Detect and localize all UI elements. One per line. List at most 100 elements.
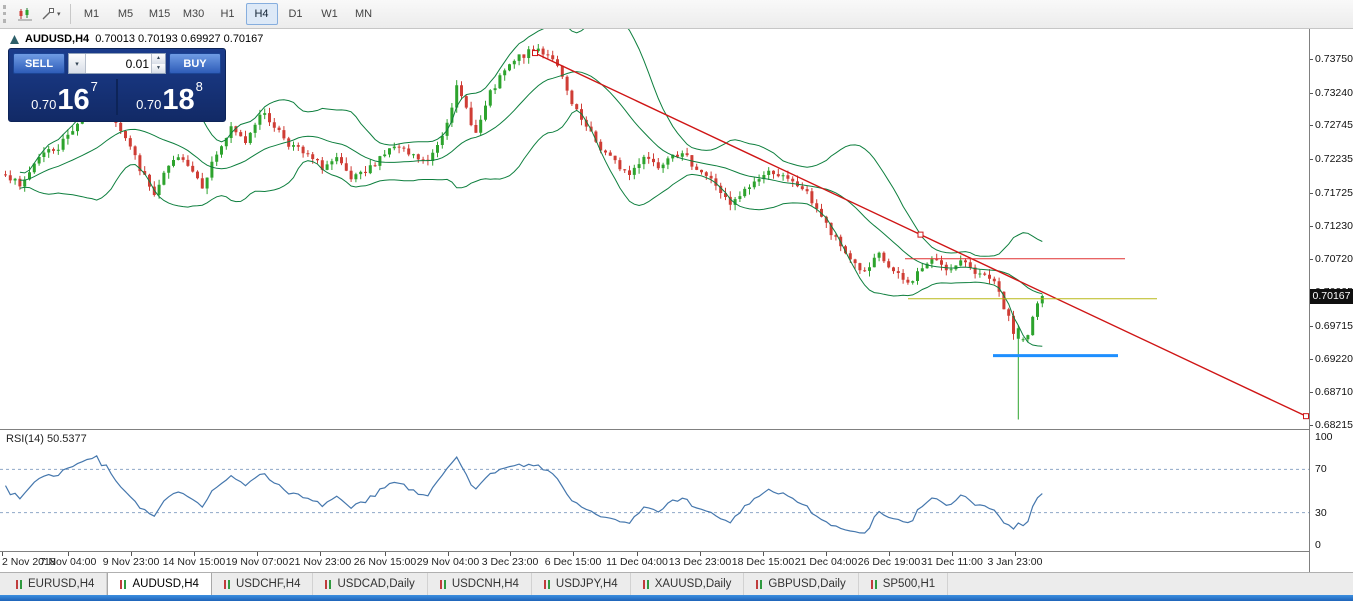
axis-tick — [131, 552, 132, 556]
time-axis-label: 31 Dec 11:00 — [921, 556, 983, 568]
axis-tick — [1310, 59, 1313, 61]
trendline-handle[interactable] — [532, 50, 538, 57]
axis-tick — [194, 552, 195, 556]
current-price-tag: 0.70167 — [1310, 288, 1353, 304]
time-axis[interactable]: 2 Nov 2018 7 Nov 04:00 9 Nov 23:00 14 Nov 1… — [0, 551, 1309, 572]
axis-tick — [889, 552, 890, 556]
time-axis-label: 29 Nov 04:00 — [416, 556, 480, 568]
chart-tab-gbpusd-daily[interactable]: GBPUSD,Daily — [744, 573, 859, 595]
axis-tick — [1310, 92, 1313, 94]
timeframe-button-m15[interactable]: M15 — [148, 8, 171, 20]
timeframe-button-d1[interactable]: D1 — [288, 8, 303, 20]
axis-tick — [1310, 125, 1313, 127]
tab-chart-icon — [870, 579, 878, 589]
chart-tab-eurusd-h4[interactable]: EURUSD,H4 — [4, 573, 108, 595]
chart-tab-usdcnh-h4[interactable]: USDCNH,H4 — [428, 573, 532, 595]
toolbar-grip[interactable] — [3, 5, 9, 23]
chart-tab-usdjpy-h4[interactable]: USDJPY,H4 — [532, 573, 631, 595]
chart-tab-audusd-h4[interactable]: AUDUSD,H4 — [107, 573, 212, 595]
axis-tick — [826, 552, 827, 556]
timeframe-button-m5[interactable]: M5 — [117, 8, 134, 20]
one-click-trading-panel: SELL ▾ ▲ ▼ BUY 0.70 16 7 0.70 18 8 — [8, 48, 226, 122]
rsi-line — [4, 454, 1043, 534]
panel-separator[interactable] — [0, 429, 1353, 430]
time-axis-label: 26 Dec 19:00 — [857, 556, 921, 568]
rsi-panel: RSI(14) 50.5377 — [0, 429, 1309, 551]
chevron-down-icon: ▾ — [57, 11, 61, 18]
axis-tick — [1310, 358, 1313, 360]
tab-chart-icon — [756, 579, 764, 589]
rsi-indicator-label: RSI(14) 50.5377 — [6, 433, 87, 445]
tab-chart-icon — [120, 579, 128, 589]
time-axis-label: 19 Nov 07:00 — [225, 556, 289, 568]
price-axis-label: 0.71725 — [1315, 186, 1353, 199]
tab-chart-icon — [16, 579, 23, 589]
axis-tick — [637, 552, 638, 556]
axis-tick — [510, 552, 511, 556]
panel-separator[interactable] — [0, 551, 1353, 552]
timeframe-group: M1 M5 M15 M30 H1 H4 D1 W1 MN — [76, 3, 380, 25]
lot-decrease-button[interactable]: ▼ — [151, 63, 165, 73]
timeframe-button-mn[interactable]: MN — [354, 8, 373, 20]
time-axis-label: 9 Nov 23:00 — [102, 556, 160, 568]
time-axis-label: 3 Jan 23:00 — [987, 556, 1043, 568]
timeframe-button-w1[interactable]: W1 — [321, 8, 338, 20]
chart-tab-xauusd-daily[interactable]: XAUUSD,Daily — [631, 573, 745, 595]
buy-button[interactable]: BUY — [169, 53, 221, 74]
lot-increase-button[interactable]: ▲ — [151, 54, 165, 64]
axis-tick — [952, 552, 953, 556]
lot-size-input[interactable] — [86, 54, 151, 73]
objects-tool-button[interactable]: ▾ — [37, 2, 65, 26]
price-axis-label: 0.70720 — [1315, 253, 1353, 266]
axis-tick — [257, 552, 258, 556]
timeframe-button-m1[interactable]: M1 — [83, 8, 100, 20]
axis-tick — [1310, 325, 1313, 327]
sell-button[interactable]: SELL — [13, 53, 65, 74]
sell-price[interactable]: 0.70 16 7 — [13, 77, 116, 117]
time-axis-label: 26 Nov 15:00 — [353, 556, 417, 568]
rsi-axis-label: 70 — [1315, 463, 1327, 476]
price-axis-label: 0.69220 — [1315, 352, 1353, 365]
axis-tick — [385, 552, 386, 556]
tab-chart-icon — [325, 579, 333, 589]
time-axis-label: 21 Dec 04:00 — [794, 556, 858, 568]
tab-chart-icon — [223, 579, 231, 589]
rsi-axis-label: 0 — [1315, 539, 1321, 551]
tab-chart-icon — [543, 579, 551, 589]
time-axis-label: 7 Nov 04:00 — [39, 556, 97, 568]
price-axis-label: 0.68215 — [1315, 419, 1353, 432]
axis-tick — [448, 552, 449, 556]
lot-dropdown-button[interactable]: ▾ — [69, 54, 86, 73]
bollinger-middle-line — [19, 71, 1043, 295]
time-axis-label: 14 Nov 15:00 — [162, 556, 226, 568]
toolbar-separator — [69, 4, 71, 24]
timeframe-button-m30[interactable]: M30 — [182, 8, 205, 20]
rsi-axis-label: 100 — [1315, 431, 1333, 443]
chart-tool-button[interactable] — [14, 2, 37, 26]
time-axis-label: 11 Dec 04:00 — [606, 556, 668, 568]
price-divider — [116, 79, 118, 115]
rsi-chart-canvas[interactable] — [0, 429, 1309, 551]
axis-tick — [320, 552, 321, 556]
chart-tab-usdcad-daily[interactable]: USDCAD,Daily — [313, 573, 428, 595]
trendline-handle[interactable] — [1303, 413, 1309, 420]
axis-tick — [1310, 425, 1313, 427]
axis-tick — [700, 552, 701, 556]
axis-tick — [763, 552, 764, 556]
bottom-accent-strip — [0, 595, 1353, 601]
chart-tab-usdchf-h4[interactable]: USDCHF,H4 — [212, 573, 314, 595]
price-axis-label: 0.69715 — [1315, 319, 1353, 332]
time-axis-label: 21 Nov 23:00 — [288, 556, 352, 568]
lot-spinner: ▲ ▼ — [151, 54, 165, 73]
objects-icon — [42, 8, 54, 20]
trendline-handle[interactable] — [917, 231, 924, 238]
time-axis-label: 18 Dec 15:00 — [731, 556, 795, 568]
timeframe-button-h4[interactable]: H4 — [245, 3, 278, 25]
chart-tab-sp500-h1[interactable]: SP500,H1 — [859, 573, 949, 595]
price-axis[interactable]: 0.70167 0.73750 0.73240 0.72745 0.72235 0.71… — [1309, 29, 1353, 572]
buy-price[interactable]: 0.70 18 8 — [118, 77, 221, 117]
time-axis-label: 6 Dec 15:00 — [544, 556, 602, 568]
timeframe-button-h1[interactable]: H1 — [220, 8, 235, 20]
rsi-axis-label: 30 — [1315, 506, 1327, 519]
